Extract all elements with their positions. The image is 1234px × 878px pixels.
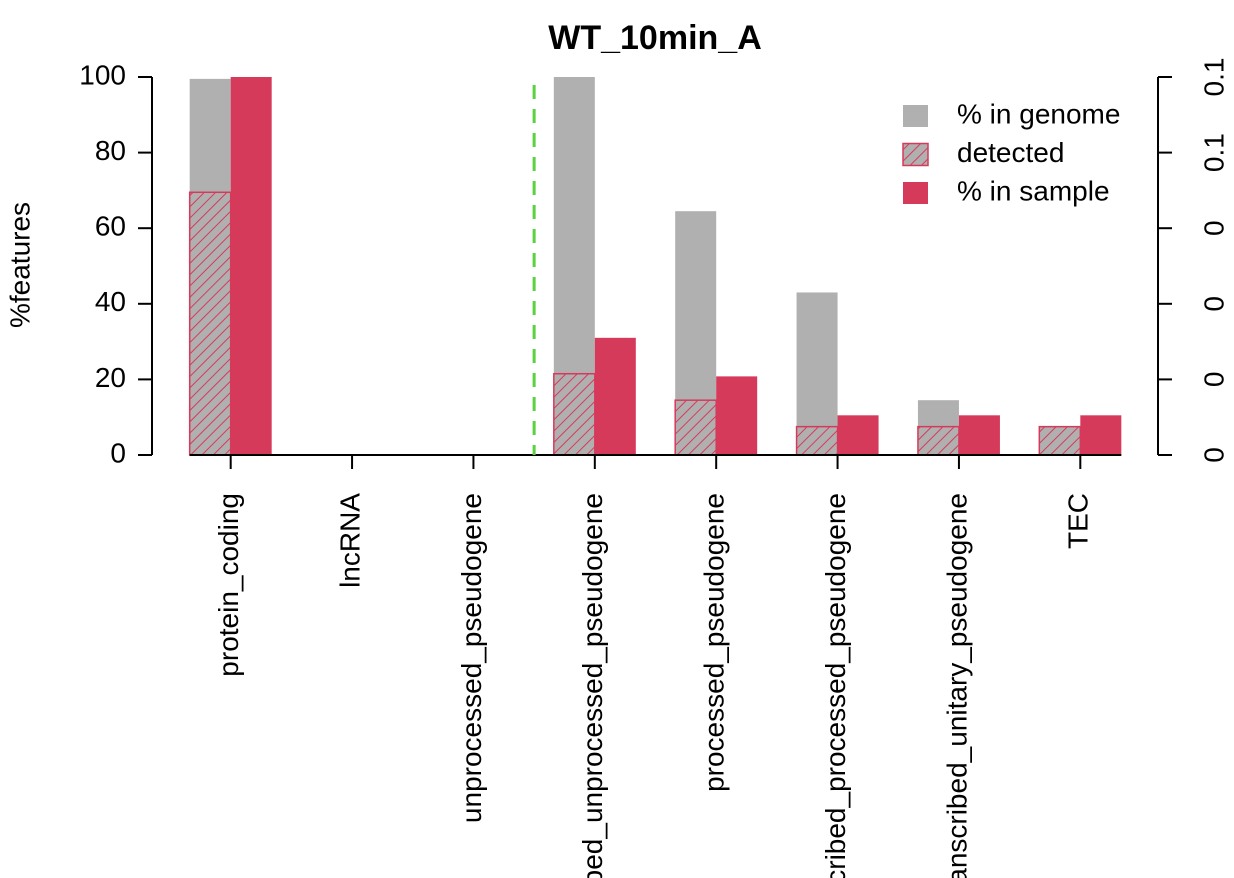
legend-label: % in sample [957, 175, 1110, 206]
y2-tick-label: 0 [1198, 372, 1229, 388]
x-tick-label: transcribed_processed_pseudogene [820, 493, 851, 878]
y2-tick-label: 0 [1198, 447, 1229, 463]
bar [553, 372, 596, 456]
y-tick-label: 20 [95, 362, 126, 393]
y-tick-label: 40 [95, 286, 126, 317]
legend-swatch [902, 142, 929, 167]
y-tick-label: 60 [95, 211, 126, 242]
x-tick-label: processed_pseudogene [699, 493, 730, 792]
y2-tick-label: 0 [1198, 220, 1229, 236]
x-tick-label: TEC [1063, 493, 1094, 549]
bar [1080, 415, 1122, 455]
x-tick-label: lncRNA [334, 493, 365, 588]
bar [230, 77, 272, 455]
y-axis-label: %features [4, 202, 35, 328]
bar [188, 191, 232, 456]
bar [958, 415, 1000, 455]
bar [594, 337, 636, 455]
y2-tick-label: 0 [1198, 296, 1229, 312]
bar [917, 425, 960, 456]
x-tick-label: transcribed_unitary_pseudogene [941, 493, 972, 878]
y-tick-label: 100 [79, 59, 126, 90]
legend-swatch [903, 182, 928, 204]
legend-swatch [903, 105, 928, 127]
bar [1038, 425, 1082, 456]
bar [716, 376, 758, 455]
y2-tick-label: 0.1 [1198, 133, 1229, 172]
legend-label: % in genome [957, 98, 1120, 129]
bar [837, 415, 879, 455]
chart-title: WT_10min_A [548, 19, 762, 57]
legend-label: detected [957, 137, 1064, 168]
bar [674, 399, 717, 456]
x-tick-label: unprocessed_pseudogene [456, 493, 487, 823]
y-tick-label: 80 [95, 135, 126, 166]
y-tick-label: 0 [110, 437, 126, 468]
x-tick-label: protein_coding [213, 493, 244, 677]
bar [795, 425, 839, 456]
y2-tick-label: 0.1 [1198, 58, 1229, 97]
x-tick-label: transcribed_unprocessed_pseudogene [577, 493, 608, 878]
